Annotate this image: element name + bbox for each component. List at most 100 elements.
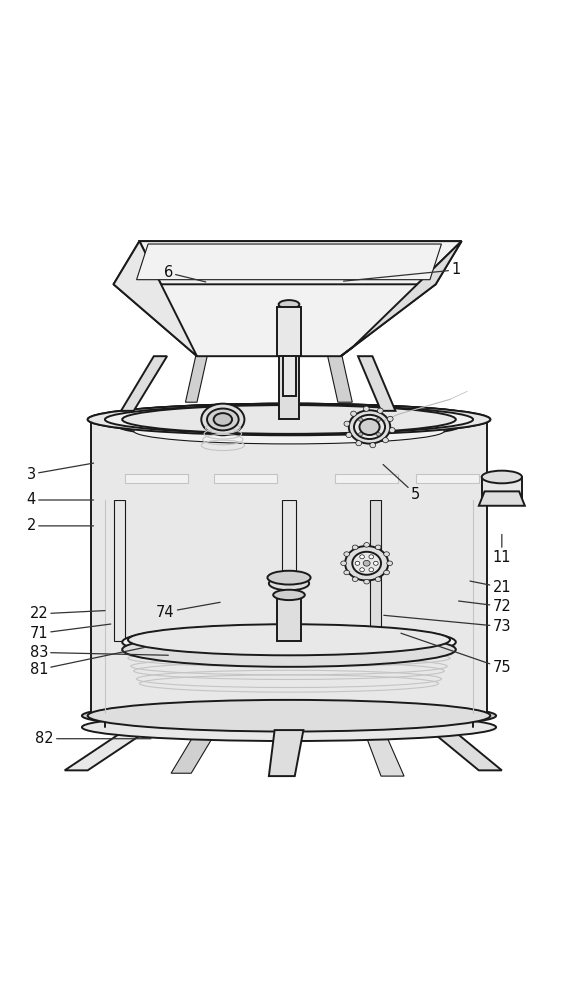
Polygon shape bbox=[125, 474, 188, 483]
Ellipse shape bbox=[384, 570, 390, 575]
Ellipse shape bbox=[214, 413, 232, 426]
Ellipse shape bbox=[122, 625, 456, 659]
Ellipse shape bbox=[481, 471, 522, 483]
Polygon shape bbox=[279, 304, 299, 419]
Ellipse shape bbox=[279, 300, 299, 309]
Text: 75: 75 bbox=[401, 633, 511, 675]
Text: 6: 6 bbox=[164, 265, 206, 282]
Ellipse shape bbox=[354, 415, 385, 439]
Ellipse shape bbox=[364, 543, 369, 547]
Polygon shape bbox=[358, 356, 395, 411]
Polygon shape bbox=[341, 241, 462, 356]
Ellipse shape bbox=[122, 405, 456, 434]
Ellipse shape bbox=[364, 406, 369, 411]
Polygon shape bbox=[122, 640, 456, 650]
Text: 74: 74 bbox=[156, 602, 220, 620]
Polygon shape bbox=[364, 730, 404, 776]
Polygon shape bbox=[416, 474, 479, 483]
Text: 1: 1 bbox=[343, 262, 461, 281]
Text: 22: 22 bbox=[29, 606, 105, 621]
Polygon shape bbox=[139, 241, 462, 350]
Ellipse shape bbox=[373, 561, 378, 565]
Ellipse shape bbox=[351, 411, 357, 416]
Text: 3: 3 bbox=[27, 463, 94, 482]
Ellipse shape bbox=[122, 632, 456, 667]
Ellipse shape bbox=[363, 560, 370, 566]
Ellipse shape bbox=[383, 438, 388, 443]
Polygon shape bbox=[269, 730, 303, 776]
Ellipse shape bbox=[369, 568, 373, 572]
Polygon shape bbox=[335, 474, 398, 483]
Text: 73: 73 bbox=[384, 615, 511, 634]
Ellipse shape bbox=[360, 568, 364, 572]
Ellipse shape bbox=[82, 713, 496, 741]
Polygon shape bbox=[283, 316, 296, 396]
Text: 83: 83 bbox=[29, 645, 168, 660]
Ellipse shape bbox=[375, 545, 381, 550]
Ellipse shape bbox=[345, 546, 388, 581]
Polygon shape bbox=[113, 241, 462, 284]
Polygon shape bbox=[113, 241, 197, 356]
Polygon shape bbox=[113, 500, 125, 641]
Ellipse shape bbox=[346, 432, 352, 438]
Text: 5: 5 bbox=[383, 464, 420, 502]
Ellipse shape bbox=[344, 421, 350, 426]
Text: 11: 11 bbox=[492, 534, 511, 565]
Text: 82: 82 bbox=[35, 731, 151, 746]
Ellipse shape bbox=[341, 561, 347, 566]
Ellipse shape bbox=[88, 700, 490, 732]
Ellipse shape bbox=[201, 404, 244, 435]
Ellipse shape bbox=[387, 416, 393, 421]
Polygon shape bbox=[277, 307, 301, 356]
Polygon shape bbox=[113, 284, 436, 356]
Polygon shape bbox=[136, 244, 442, 280]
Ellipse shape bbox=[273, 590, 305, 600]
Polygon shape bbox=[327, 350, 352, 402]
Ellipse shape bbox=[269, 577, 309, 590]
Ellipse shape bbox=[349, 410, 390, 444]
Ellipse shape bbox=[377, 408, 383, 413]
Ellipse shape bbox=[358, 433, 362, 436]
Ellipse shape bbox=[387, 561, 392, 566]
Polygon shape bbox=[369, 500, 381, 641]
Ellipse shape bbox=[384, 552, 390, 556]
Ellipse shape bbox=[88, 404, 490, 435]
Ellipse shape bbox=[376, 433, 380, 436]
Polygon shape bbox=[171, 730, 217, 773]
Polygon shape bbox=[282, 500, 296, 589]
Polygon shape bbox=[121, 356, 167, 411]
Text: 72: 72 bbox=[458, 599, 511, 614]
Text: 2: 2 bbox=[27, 518, 94, 533]
Ellipse shape bbox=[128, 624, 450, 655]
Ellipse shape bbox=[352, 577, 358, 582]
Ellipse shape bbox=[105, 405, 473, 434]
Ellipse shape bbox=[358, 418, 362, 421]
Text: 71: 71 bbox=[29, 624, 111, 641]
Ellipse shape bbox=[375, 577, 381, 582]
Ellipse shape bbox=[356, 441, 362, 446]
Polygon shape bbox=[186, 350, 209, 402]
Ellipse shape bbox=[344, 552, 350, 556]
Polygon shape bbox=[479, 491, 525, 506]
Ellipse shape bbox=[207, 409, 239, 430]
Ellipse shape bbox=[82, 702, 496, 730]
Polygon shape bbox=[430, 730, 502, 770]
Ellipse shape bbox=[344, 570, 350, 575]
Polygon shape bbox=[91, 419, 487, 500]
Polygon shape bbox=[277, 595, 301, 641]
Polygon shape bbox=[214, 474, 277, 483]
Ellipse shape bbox=[88, 404, 490, 435]
Ellipse shape bbox=[376, 418, 380, 421]
Polygon shape bbox=[65, 730, 148, 770]
Ellipse shape bbox=[116, 411, 462, 440]
Ellipse shape bbox=[390, 428, 395, 433]
Ellipse shape bbox=[369, 555, 373, 559]
Ellipse shape bbox=[355, 561, 360, 565]
Ellipse shape bbox=[370, 443, 376, 448]
Text: 21: 21 bbox=[470, 580, 511, 595]
Ellipse shape bbox=[364, 579, 369, 584]
Ellipse shape bbox=[360, 555, 364, 559]
Polygon shape bbox=[105, 716, 473, 727]
Text: 81: 81 bbox=[29, 647, 145, 677]
Ellipse shape bbox=[352, 545, 358, 550]
